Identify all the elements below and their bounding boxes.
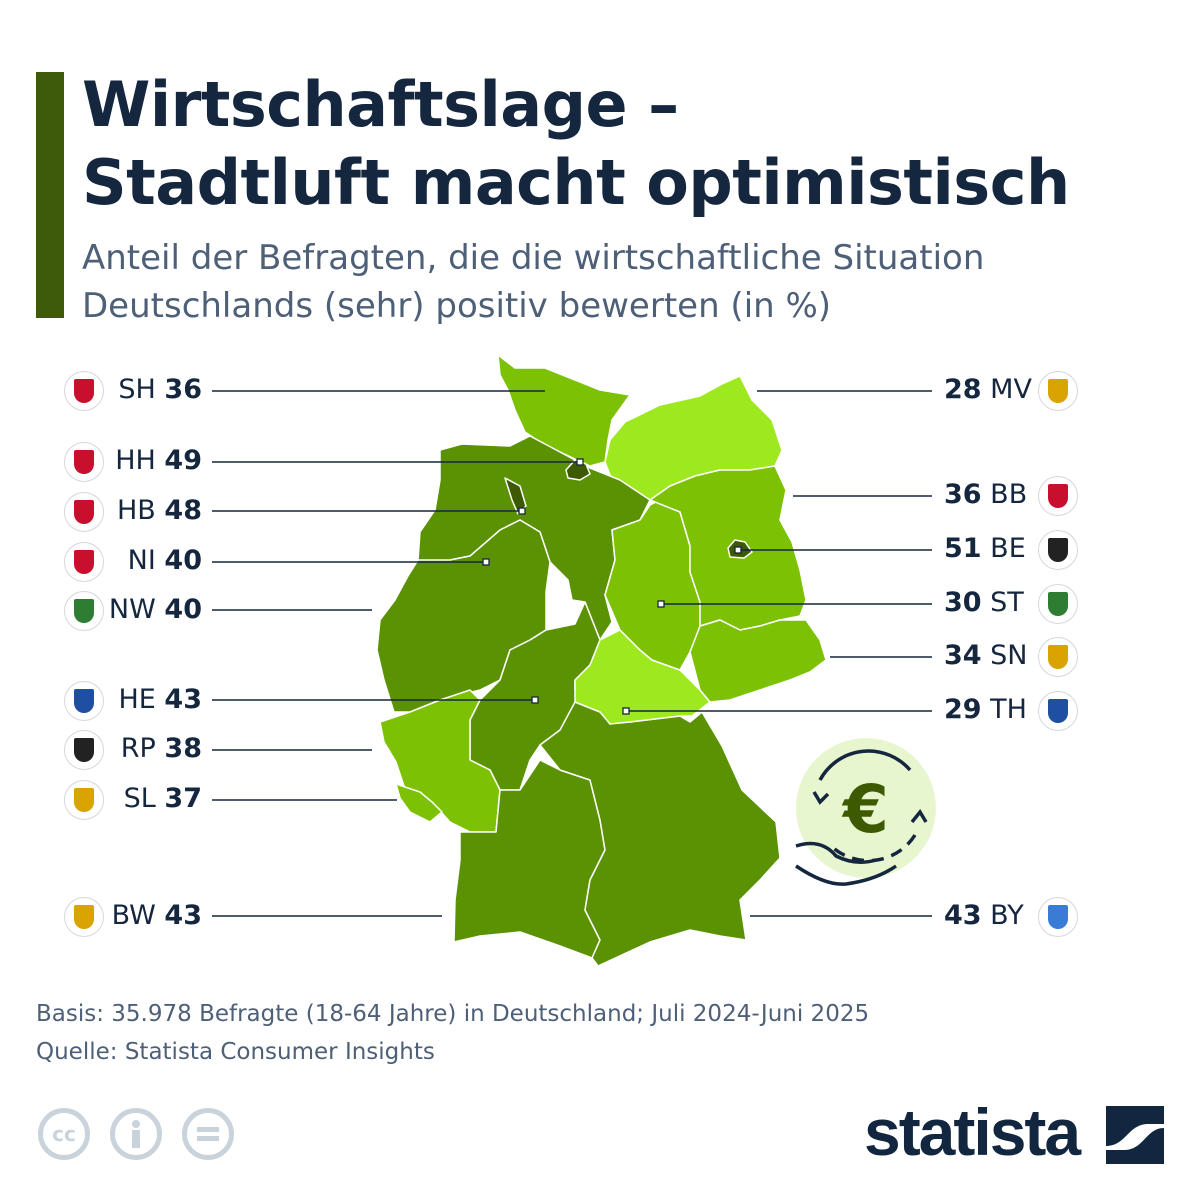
cc-icon-text: cc [52,1122,76,1146]
coat-of-arms-BB-icon [1038,476,1078,516]
euro-hand-icon: € [795,738,936,886]
label-HE: HE 43 [118,684,202,715]
subtitle-line-2: Deutschlands (sehr) positiv bewerten (in… [82,286,832,326]
source-note: Quelle: Statista Consumer Insights [36,1039,435,1065]
coat-of-arms-HB-icon [64,492,104,532]
coat-of-arms-RP-icon [64,730,104,770]
basis-note: Basis: 35.978 Befragte (18-64 Jahre) in … [36,1001,870,1027]
state-HH [565,459,591,481]
label-TH: 29 TH [944,694,1027,725]
coat-of-arms-SL-icon [64,780,104,820]
state-SL [395,783,443,823]
title-line-1: Wirtschaftslage – [82,68,679,141]
coat-of-arms-BY-icon [1038,897,1078,937]
label-BY: 43 BY [944,900,1024,931]
subtitle: Anteil der Befragten, die die wirtschaft… [82,234,984,330]
coat-of-arms-SH-icon [64,371,104,411]
coat-of-arms-SN-icon [1038,637,1078,677]
coat-of-arms-TH-icon [1038,691,1078,731]
coat-of-arms-MV-icon [1038,371,1078,411]
label-NW: NW 40 [108,594,202,625]
coat-of-arms-HH-icon [64,442,104,482]
statista-logo-icon [1106,1106,1164,1164]
marker-NI [482,558,490,566]
title-line-2: Stadtluft macht optimistisch [82,146,1070,219]
marker-TH [622,707,630,715]
coat-of-arms-ST-icon [1038,584,1078,624]
coat-of-arms-BE-icon [1038,530,1078,570]
label-RP: RP 38 [120,733,202,764]
person-icon [132,1120,140,1148]
marker-ST [657,600,665,608]
marker-BE [734,546,742,554]
label-BW: BW 43 [111,900,202,931]
label-HB: HB 48 [117,495,202,526]
label-MV: 28 MV [944,374,1032,405]
label-ST: 30 ST [944,587,1024,618]
equals-icon [197,1127,219,1141]
no-derivatives-icon[interactable] [182,1108,234,1160]
marker-HB [518,507,526,515]
label-BE: 51 BE [944,533,1026,564]
label-HH: HH 49 [115,445,202,476]
leader-lines [212,390,932,917]
coat-of-arms-NW-icon [64,591,104,631]
markers [482,458,742,715]
label-SH: SH 36 [118,374,202,405]
brand-text: statista [864,1095,1081,1169]
marker-HH [576,458,584,466]
page-title: Wirtschaftslage – Stadtluft macht optimi… [82,66,1070,222]
label-SN: 34 SN [944,640,1028,671]
svg-text:€: € [841,771,889,848]
label-NI: NI 40 [127,545,202,576]
coat-of-arms-BW-icon [64,897,104,937]
label-SL: SL 37 [123,783,202,814]
coat-of-arms-HE-icon [64,681,104,721]
state-SN [689,619,827,703]
attribution-icon[interactable] [110,1108,162,1160]
statista-logo[interactable]: statista [864,1094,1081,1170]
marker-HE [531,696,539,704]
accent-bar [36,72,64,318]
cc-license-icon[interactable]: cc [38,1108,90,1160]
coat-of-arms-NI-icon [64,542,104,582]
subtitle-line-1: Anteil der Befragten, die die wirtschaft… [82,238,985,278]
label-BB: 36 BB [944,479,1028,510]
